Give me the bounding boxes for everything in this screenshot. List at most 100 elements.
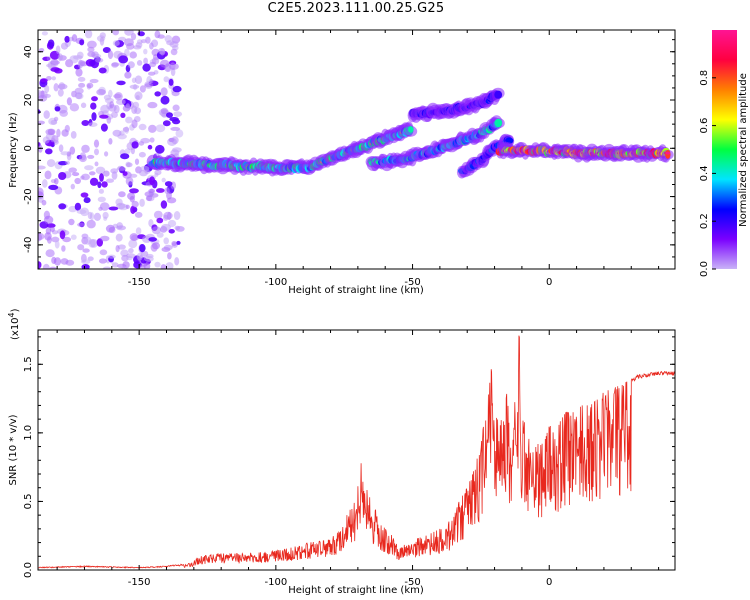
noise-blob (113, 93, 122, 99)
noise-blob (118, 191, 126, 198)
noise-blob (102, 266, 112, 269)
noise-blob (154, 172, 159, 177)
colorbar-ticks: 0.0 0.2 0.4 0.6 0.8 (699, 70, 716, 277)
noise-blob (111, 171, 118, 180)
noise-blob (139, 264, 146, 269)
noise-blob (170, 126, 181, 131)
y-tick-label: -20 (23, 188, 34, 204)
noise-blob (121, 254, 129, 262)
snr-unit-prefix: (x10 (10, 317, 21, 340)
noise-blob (93, 212, 101, 221)
spectrogram-y-label: Frequency (Hz) (8, 112, 19, 188)
noise-blob (41, 31, 49, 36)
colorbar: 0.0 0.2 0.4 0.6 0.8 Normalized spectral ampl… (699, 30, 749, 277)
noise-blob (171, 241, 177, 246)
snr-unit-suffix: ) (10, 308, 21, 312)
spectrogram-feature-2 (365, 115, 505, 172)
noise-blob (99, 202, 110, 211)
spectrogram-marks (38, 30, 674, 269)
noise-blob (64, 124, 70, 133)
noise-blob (156, 217, 164, 224)
snr-unit-label: (x104) (7, 308, 21, 340)
y-tick-label: -40 (23, 237, 34, 253)
y-tick-label: 40 (23, 45, 34, 58)
noise-blob (68, 218, 75, 226)
spectrogram-x-ticks: -150 -100 -50 0 (56, 30, 660, 288)
noise-blob (56, 128, 61, 138)
noise-blob (40, 78, 48, 83)
noise-blob (108, 138, 113, 145)
noise-blob (116, 166, 127, 171)
snr-x-ticks: -150 -100 -50 0 (56, 330, 660, 588)
noise-blob (74, 92, 83, 100)
noise-blob (53, 257, 62, 266)
noise-blob (120, 112, 126, 119)
noise-blob (95, 166, 106, 175)
noise-blob (51, 76, 56, 81)
noise-blob (151, 226, 162, 235)
noise-blob (108, 89, 113, 98)
noise-blob (43, 215, 54, 225)
noise-blob (58, 203, 67, 210)
noise-blob (135, 227, 142, 235)
noise-blob (140, 137, 151, 144)
noise-blob (176, 240, 181, 245)
noise-blob (112, 30, 119, 36)
noise-blob (160, 107, 168, 115)
snr-plot: -150 -100 -50 0 0.0 0.5 1.0 1.5 Height of stra… (7, 308, 676, 596)
noise-blob (168, 78, 174, 86)
noise-blob (168, 229, 175, 234)
noise-blob (42, 263, 50, 269)
noise-blob (102, 211, 109, 219)
noise-blob (163, 237, 169, 245)
noise-blob (57, 53, 63, 62)
noise-blob (46, 159, 56, 168)
y-tick-label: 1.0 (23, 425, 34, 441)
noise-blob (99, 173, 104, 182)
noise-blob (138, 123, 147, 131)
noise-blob (171, 136, 179, 145)
noise-blob (97, 181, 102, 189)
noise-blob (91, 112, 97, 121)
noise-blob (81, 144, 90, 153)
y-tick-label: 1.5 (23, 356, 34, 372)
noise-blob (84, 30, 93, 39)
noise-blob (131, 119, 138, 129)
noise-blob (49, 226, 56, 232)
noise-blob (77, 76, 86, 82)
noise-blob (47, 236, 52, 244)
noise-blob (38, 233, 43, 242)
noise-blob (115, 245, 120, 253)
noise-blob (117, 244, 126, 250)
noise-blob (69, 146, 76, 155)
snr-x-label: Height of straight line (km) (288, 585, 424, 596)
noise-blob (57, 88, 64, 97)
spectrogram-feature-5 (495, 141, 674, 163)
noise-blob (108, 206, 119, 211)
noise-blob (77, 222, 85, 227)
noise-blob (131, 141, 139, 149)
spectrogram-x-label: Height of straight line (km) (288, 285, 424, 296)
spectrogram-plot: -150 -100 -50 0 -40 -20 0 20 40 Height of strai… (8, 29, 676, 296)
noise-blob (160, 200, 168, 209)
spectrogram-feature-0 (38, 30, 185, 269)
noise-blob (71, 34, 78, 42)
noise-blob (164, 181, 173, 187)
noise-blob (147, 101, 158, 109)
noise-blob (145, 36, 151, 44)
noise-blob (112, 40, 120, 47)
snr-y-ticks: 0.0 0.5 1.0 1.5 (23, 336, 675, 578)
noise-blob (161, 177, 166, 183)
noise-blob (65, 160, 70, 165)
noise-blob (124, 30, 134, 36)
noise-blob (118, 55, 129, 64)
noise-blob (74, 177, 81, 185)
noise-blob (163, 244, 173, 251)
noise-blob (80, 102, 87, 109)
noise-blob (149, 79, 154, 84)
noise-blob (163, 76, 170, 83)
noise-blob (170, 48, 178, 56)
noise-blob (127, 61, 135, 69)
noise-blob (136, 252, 143, 261)
noise-blob (41, 199, 47, 206)
